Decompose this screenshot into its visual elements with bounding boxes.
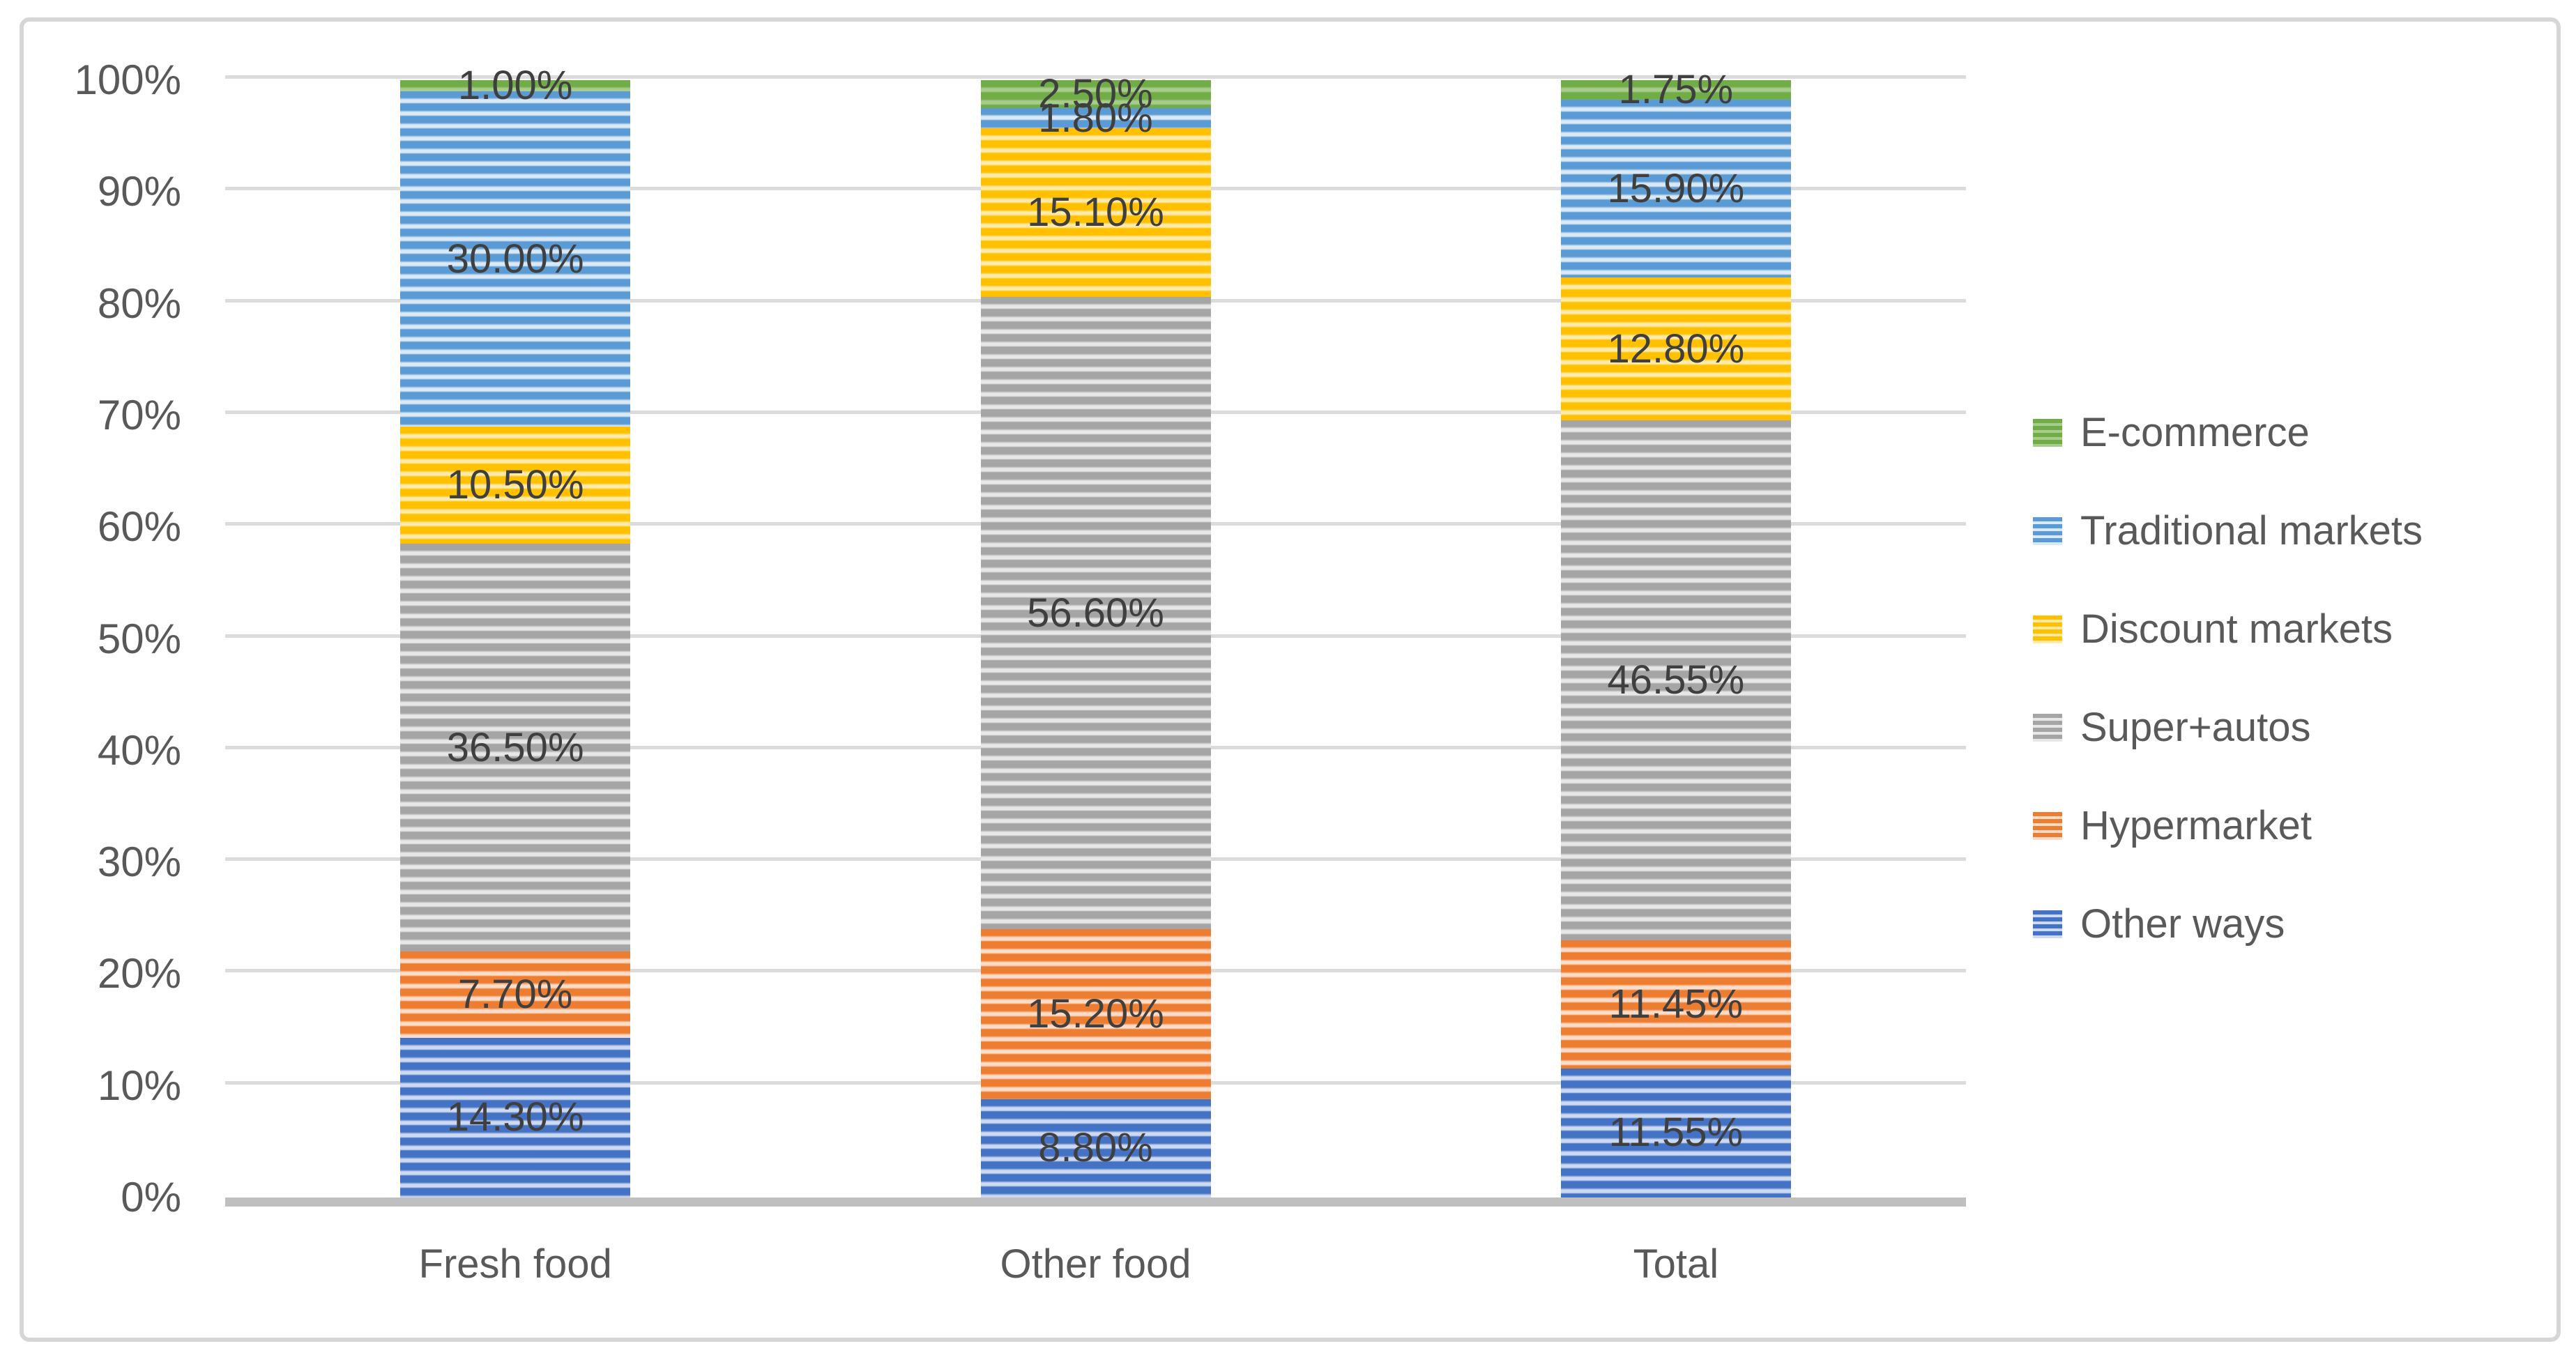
data-label: 1.75%	[1618, 67, 1734, 113]
legend-item-e-commerce: E-commerce	[2033, 383, 2423, 482]
bar-total: 11.55% 11.45% 46.55% 12.80% 15.90% 1.75%	[1560, 70, 1791, 1198]
legend-item-hypermarket: Hypermarket	[2033, 776, 2423, 875]
bar-segment: 11.55%	[1560, 1068, 1791, 1198]
bar-segment: 56.60%	[980, 297, 1211, 930]
data-label: 14.30%	[446, 1094, 584, 1140]
x-axis-line	[225, 1198, 1966, 1207]
y-axis: 0% 10% 20% 30% 40% 50% 60% 70% 80% 90% 100%	[42, 59, 181, 1218]
bar-segment: 11.45%	[1560, 940, 1791, 1069]
bar-fresh-food: 14.30% 7.70% 36.50% 10.50% 30.00% 1.00%	[400, 66, 631, 1198]
legend-swatch	[2033, 910, 2062, 938]
y-tick-label: 10%	[97, 1062, 181, 1109]
y-tick-label: 40%	[97, 726, 181, 774]
bar-segment: 1.00%	[400, 66, 631, 106]
data-label: 1.80%	[1038, 95, 1153, 141]
data-label: 11.45%	[1608, 981, 1744, 1027]
legend-item-traditional-markets: Traditional markets	[2033, 482, 2423, 580]
bar-segment: 36.50%	[400, 544, 631, 952]
bar-other-food: 8.80% 15.20% 56.60% 15.10% 1.80% 2.50%	[980, 74, 1211, 1198]
data-label: 11.55%	[1608, 1110, 1744, 1156]
data-label: 2.50%	[1038, 71, 1153, 117]
legend-label: Super+autos	[2080, 704, 2311, 750]
data-label: 8.80%	[1038, 1125, 1153, 1171]
bar-segment: 15.20%	[980, 929, 1211, 1099]
y-tick-label: 90%	[97, 168, 181, 215]
bar-segment: 46.55%	[1560, 420, 1791, 941]
bar-segment: 12.80%	[1560, 277, 1791, 421]
legend-label: E-commerce	[2080, 409, 2310, 455]
data-label: 30.00%	[446, 236, 584, 282]
legend-swatch	[2033, 713, 2062, 742]
legend-swatch	[2033, 811, 2062, 840]
data-label: 15.10%	[1027, 189, 1164, 235]
bar-segment: 15.10%	[980, 128, 1211, 297]
data-label: 15.90%	[1607, 165, 1745, 211]
category-label: Other food	[1000, 1241, 1191, 1287]
legend-swatch	[2033, 418, 2062, 447]
data-label: 12.80%	[1607, 326, 1745, 372]
category-label: Total	[1633, 1241, 1719, 1287]
plot-area: 14.30% 7.70% 36.50% 10.50% 30.00% 1.00% 8.80% 1…	[225, 66, 1966, 1207]
data-label: 10.50%	[446, 462, 584, 508]
legend-label: Traditional markets	[2080, 507, 2423, 553]
y-tick-label: 0%	[121, 1174, 181, 1221]
data-label: 46.55%	[1607, 657, 1745, 703]
data-label: 15.20%	[1027, 991, 1164, 1037]
legend-label: Other ways	[2080, 901, 2285, 947]
bar-segment: 14.30%	[400, 1037, 631, 1198]
legend-item-super+autos: Super+autos	[2033, 678, 2423, 776]
gridline-100%	[225, 75, 1966, 79]
bar-segment: 2.50%	[980, 74, 1211, 114]
legend-label: Hypermarket	[2080, 802, 2312, 848]
data-label: 7.70%	[457, 972, 573, 1018]
y-tick-label: 20%	[97, 950, 181, 997]
y-tick-label: 80%	[97, 280, 181, 327]
legend-swatch	[2033, 517, 2062, 545]
data-label: 36.50%	[446, 724, 584, 770]
legend-item-discount-markets: Discount markets	[2033, 580, 2423, 678]
legend-label: Discount markets	[2080, 606, 2393, 652]
y-tick-label: 100%	[74, 56, 181, 103]
bar-segment: 15.90%	[1560, 100, 1791, 277]
data-label: 56.60%	[1027, 590, 1164, 636]
category-label: Fresh food	[418, 1241, 612, 1287]
bar-segment: 10.50%	[400, 426, 631, 544]
legend-swatch	[2033, 615, 2062, 643]
bar-segment: 1.75%	[1560, 70, 1791, 110]
bar-segment: 30.00%	[400, 91, 631, 427]
x-axis-labels: Fresh food Other food Total	[225, 1244, 1966, 1300]
legend-item-other-ways: Other ways	[2033, 875, 2423, 973]
y-tick-label: 60%	[97, 503, 181, 551]
legend: E-commerce Traditional markets Discount ma…	[2033, 383, 2423, 973]
y-tick-label: 70%	[97, 391, 181, 438]
bar-segment: 1.80%	[980, 98, 1211, 138]
y-tick-label: 30%	[97, 839, 181, 886]
bar-segment: 7.70%	[400, 951, 631, 1038]
y-tick-label: 50%	[97, 615, 181, 662]
data-label: 1.00%	[457, 63, 573, 109]
bar-segment: 8.80%	[980, 1099, 1211, 1198]
